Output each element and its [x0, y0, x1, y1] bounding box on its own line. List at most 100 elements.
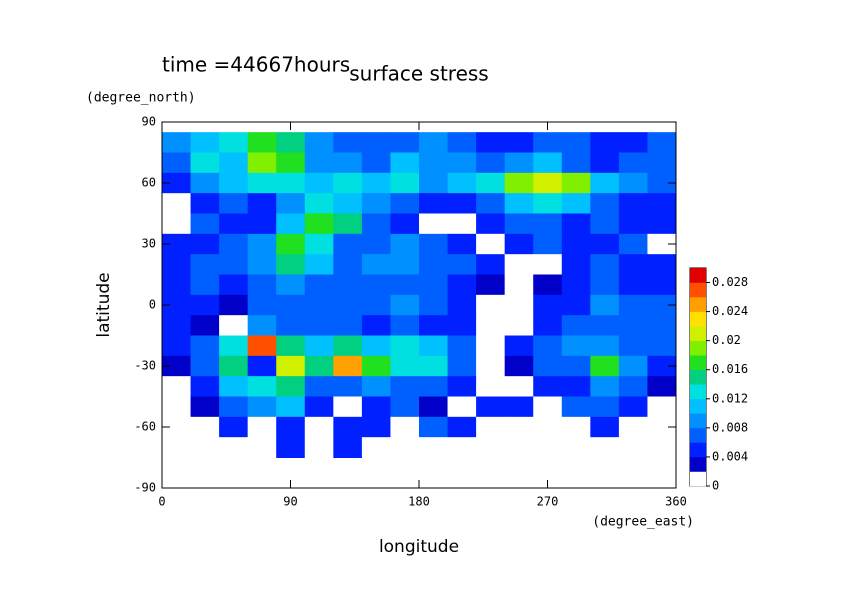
cell: [647, 213, 677, 235]
cell: [247, 396, 277, 418]
cell: [219, 274, 249, 296]
colorbar-band: [690, 398, 706, 414]
cell: [419, 416, 449, 438]
cell: [533, 213, 563, 235]
cell: [190, 132, 220, 153]
cell: [504, 335, 534, 357]
cell: [276, 294, 306, 316]
cell: [219, 294, 249, 316]
cell: [561, 437, 591, 458]
cell: [533, 172, 563, 194]
cell: [219, 213, 249, 235]
cell: [162, 396, 192, 418]
cell: [361, 254, 391, 275]
cell: [561, 274, 591, 296]
cell: [247, 172, 277, 194]
cell: [504, 437, 534, 458]
cell: [219, 233, 249, 255]
cell: [590, 335, 620, 357]
time-label: time =44667hours: [162, 53, 350, 77]
cell: [447, 416, 477, 438]
cell: [447, 254, 477, 275]
cell: [447, 355, 477, 377]
cell: [276, 355, 306, 377]
cell: [333, 254, 363, 275]
cell: [618, 437, 648, 458]
cell: [276, 437, 306, 458]
cell: [276, 376, 306, 397]
cell: [533, 315, 563, 336]
colorbar-band: [690, 326, 706, 341]
x-tick-label: 360: [665, 495, 687, 509]
cell: [247, 213, 277, 235]
cell: [190, 376, 220, 397]
cell: [419, 132, 449, 153]
cell: [419, 254, 449, 275]
cell: [304, 213, 334, 235]
cell: [504, 213, 534, 235]
cell: [361, 396, 391, 418]
cell: [390, 437, 420, 458]
cell: [390, 152, 420, 174]
cell: [304, 294, 334, 316]
cell: [476, 193, 506, 214]
cell: [419, 294, 449, 316]
cell: [419, 335, 449, 357]
cell: [304, 437, 334, 458]
cell: [447, 172, 477, 194]
cell: [276, 315, 306, 336]
cell: [504, 376, 534, 397]
cell: [333, 132, 363, 153]
cell: [190, 152, 220, 174]
cell: [533, 132, 563, 153]
cell: [590, 355, 620, 377]
cell: [590, 172, 620, 194]
cell: [304, 172, 334, 194]
cell: [647, 416, 677, 438]
cell: [190, 274, 220, 296]
cell: [333, 193, 363, 214]
cell: [276, 172, 306, 194]
y-unit: (degree_north): [86, 91, 196, 106]
y-tick-label: 30: [142, 237, 156, 251]
cell: [190, 294, 220, 316]
colorbar-band: [690, 413, 706, 429]
cell: [618, 132, 648, 153]
y-tick-label: -30: [134, 359, 156, 373]
cell: [304, 335, 334, 357]
cell: [476, 152, 506, 174]
cell: [247, 233, 277, 255]
cell: [590, 376, 620, 397]
cell: [590, 294, 620, 316]
y-axis-label: latitude: [94, 272, 114, 337]
cell: [219, 437, 249, 458]
cell: [247, 132, 277, 153]
cell: [276, 132, 306, 153]
cell: [190, 254, 220, 275]
cell: [361, 315, 391, 336]
cell: [304, 376, 334, 397]
cell: [419, 213, 449, 235]
cell: [647, 274, 677, 296]
cell: [419, 315, 449, 336]
cell: [561, 294, 591, 316]
cell: [618, 152, 648, 174]
colorbar-band: [690, 456, 706, 472]
cell: [276, 335, 306, 357]
cell: [190, 172, 220, 194]
cell: [162, 132, 192, 153]
cell: [419, 152, 449, 174]
cell: [333, 416, 363, 438]
cell: [190, 213, 220, 235]
colorbar-band: [690, 427, 706, 443]
cell: [504, 274, 534, 296]
cell: [219, 132, 249, 153]
cell: [276, 152, 306, 174]
cell: [390, 233, 420, 255]
cell: [419, 437, 449, 458]
cell: [561, 416, 591, 438]
cell: [390, 294, 420, 316]
cell: [162, 315, 192, 336]
cell: [561, 233, 591, 255]
